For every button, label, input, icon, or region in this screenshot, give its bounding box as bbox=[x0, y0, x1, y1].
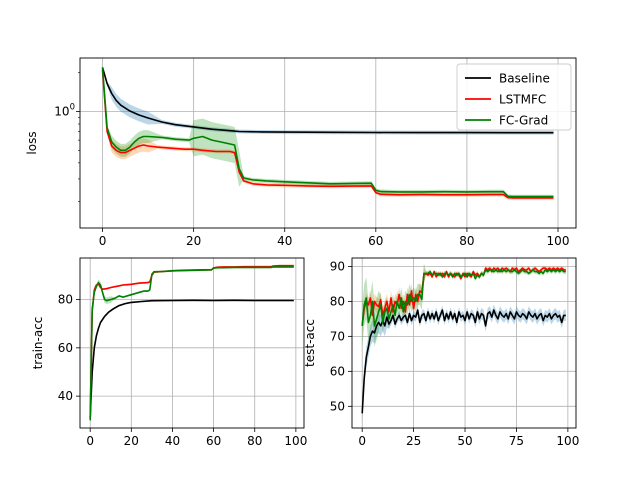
x-tick-label: 0 bbox=[358, 434, 366, 448]
y-tick-label: 80 bbox=[330, 294, 345, 308]
y-tick-label: 70 bbox=[330, 329, 345, 343]
x-tick-label: 60 bbox=[368, 234, 383, 248]
legend-box bbox=[456, 63, 572, 131]
x-tick-label: 40 bbox=[165, 434, 180, 448]
x-tick-label: 60 bbox=[206, 434, 221, 448]
band-lstmfc bbox=[362, 265, 566, 334]
x-tick-label: 20 bbox=[124, 434, 139, 448]
axes-frame bbox=[79, 57, 577, 229]
y-tick-label: 60 bbox=[330, 364, 345, 378]
x-tick-label: 100 bbox=[547, 234, 570, 248]
x-tick-label: 20 bbox=[186, 234, 201, 248]
panel-train-acc: 0 20 40 60 80 100 40 60 80 train-acc bbox=[31, 257, 307, 448]
y-tick-label: 60 bbox=[58, 341, 73, 355]
band-fc-grad bbox=[90, 266, 294, 424]
x-tick-label: 0 bbox=[86, 434, 94, 448]
panel-loss: 0 20 40 60 80 100 100 loss Baseline LSTMFC FC-Grad bbox=[25, 57, 577, 248]
axes-frame bbox=[351, 257, 577, 429]
x-tick-label: 75 bbox=[509, 434, 524, 448]
series-line-baseline bbox=[361, 309, 566, 414]
x-tick-label: 80 bbox=[247, 434, 262, 448]
series-line-lstmfc bbox=[101, 69, 554, 199]
series-line-baseline bbox=[89, 299, 294, 418]
x-tick-label: 0 bbox=[99, 234, 107, 248]
band-baseline bbox=[90, 299, 294, 422]
y-tick-label: 90 bbox=[330, 259, 345, 273]
x-tick-label: 50 bbox=[457, 434, 472, 448]
band-lstmfc bbox=[90, 264, 294, 422]
x-tick-label: 40 bbox=[277, 234, 292, 248]
y-axis-label: train-acc bbox=[31, 317, 45, 370]
panel-test-acc: 0 25 50 75 100 50 60 70 80 90 test-acc bbox=[303, 257, 579, 448]
x-tick-label: 100 bbox=[556, 434, 579, 448]
y-axis-label: test-acc bbox=[303, 319, 317, 367]
y-tick-label: 80 bbox=[58, 293, 73, 307]
y-tick-label: 40 bbox=[58, 389, 73, 403]
legend-label: FC-Grad bbox=[499, 114, 548, 128]
series-line-fc-grad bbox=[361, 269, 566, 327]
y-tick-label: 100 bbox=[54, 103, 75, 119]
x-tick-label: 80 bbox=[459, 234, 474, 248]
y-axis-label: loss bbox=[25, 131, 39, 154]
x-tick-label: 100 bbox=[284, 434, 307, 448]
band-baseline bbox=[362, 304, 566, 424]
series-line-fc-grad bbox=[89, 266, 294, 421]
series-line-lstmfc bbox=[89, 264, 294, 418]
series-line-baseline bbox=[101, 67, 554, 134]
legend-label: Baseline bbox=[499, 72, 550, 86]
x-tick-label: 25 bbox=[406, 434, 421, 448]
band-fc-grad bbox=[102, 65, 554, 199]
axes-frame bbox=[79, 257, 305, 429]
legend-label: LSTMFC bbox=[499, 93, 546, 107]
series-line-fc-grad bbox=[101, 67, 554, 198]
legend: Baseline LSTMFC FC-Grad bbox=[456, 63, 572, 131]
y-tick-label: 50 bbox=[330, 399, 345, 413]
